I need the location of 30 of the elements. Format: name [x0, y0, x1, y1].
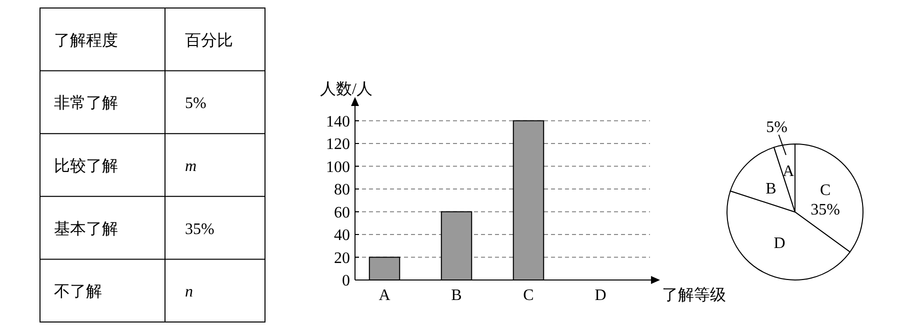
text: 35%	[185, 220, 214, 238]
data-label: 5%	[766, 118, 788, 136]
text: 基本了解	[54, 220, 118, 238]
slice-label: C	[820, 182, 831, 199]
text: 非常了解	[54, 94, 118, 112]
text: m	[185, 158, 197, 175]
y-tick-label: 100	[326, 158, 350, 176]
text: 不了解	[54, 284, 102, 301]
text: n	[185, 284, 193, 301]
y-tick-label: 140	[326, 113, 350, 130]
y-axis-title: 人数/人	[320, 81, 372, 98]
y-tick-label: 60	[334, 204, 350, 222]
y-tick-label: 80	[334, 182, 350, 199]
x-tick-label: D	[594, 287, 606, 304]
text: 了解程度	[54, 31, 118, 50]
x-tick-label: B	[451, 287, 462, 304]
data-label: 35%	[810, 202, 840, 219]
slice-label: A	[782, 162, 795, 180]
y-tick-label: 0	[342, 272, 350, 290]
x-tick-label: C	[523, 287, 534, 304]
x-axis-title: 了解等级	[662, 286, 726, 304]
y-tick-label: 120	[326, 136, 350, 154]
text: 比较了解	[54, 157, 118, 175]
slice-label: B	[766, 180, 776, 198]
text: 5%	[185, 95, 206, 112]
x-tick-label: A	[378, 287, 391, 304]
slice-label: D	[774, 234, 786, 252]
y-tick-label: 40	[334, 227, 350, 244]
y-tick-label: 20	[334, 250, 350, 267]
text: 百分比	[185, 31, 233, 50]
